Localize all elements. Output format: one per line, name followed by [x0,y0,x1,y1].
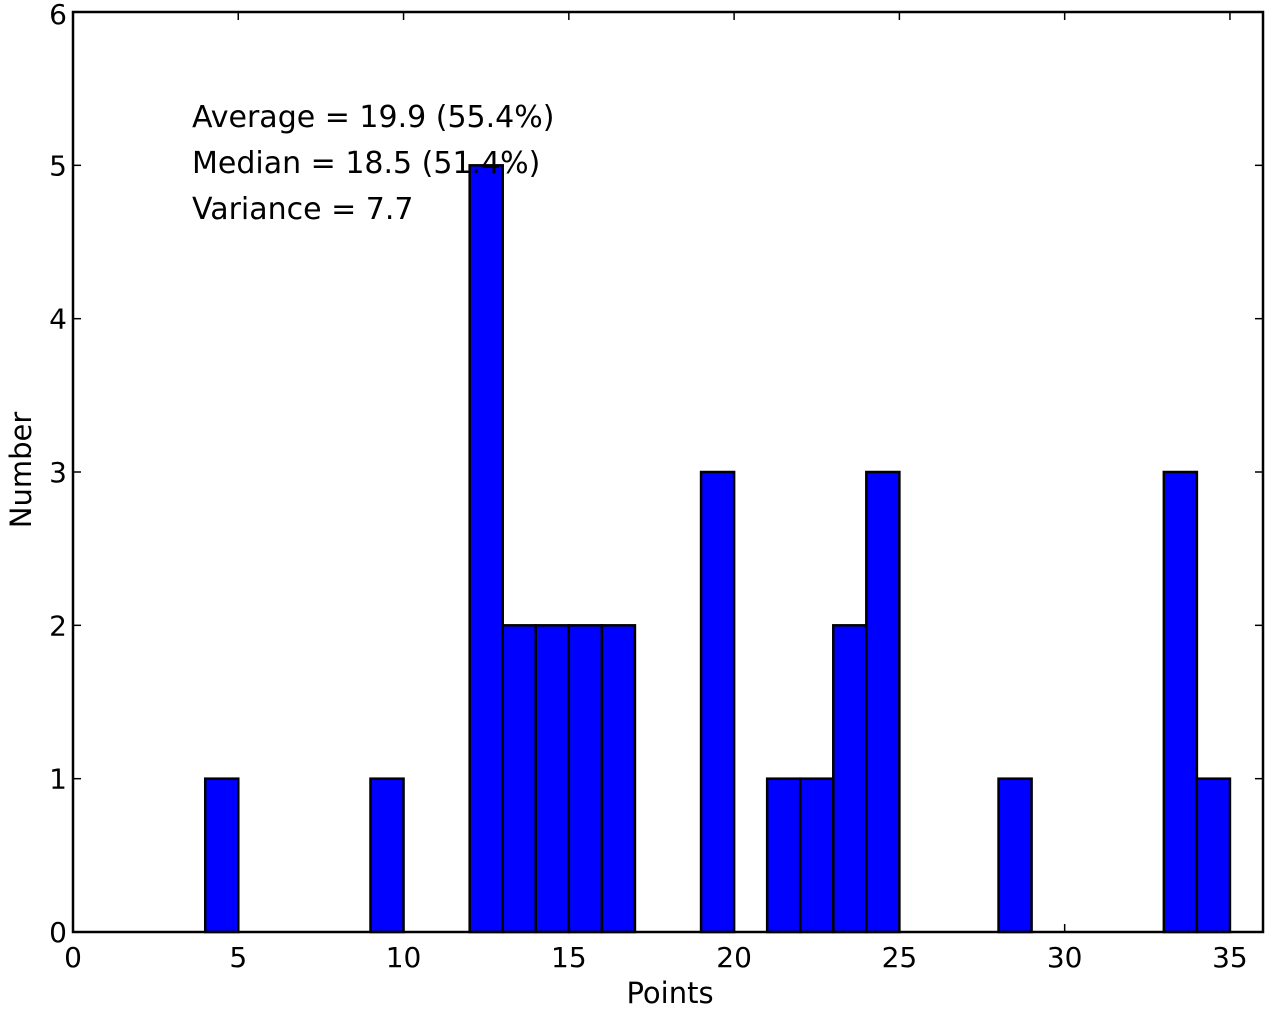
histogram-bar [765,777,802,934]
histogram-bar [567,624,604,934]
y-tick-label: 1 [49,763,67,796]
histogram-bar [997,777,1033,934]
y-tick-label: 2 [49,609,67,642]
y-tick-label: 6 [49,0,67,31]
histogram-bar [501,624,538,934]
histogram-bar [865,470,901,934]
stats-annotation: Average = 19.9 (55.4%) Median = 18.5 (51… [192,100,554,227]
histogram-bar [600,624,637,934]
histogram-bar [534,624,571,934]
x-axis-ticks: 0 5 10 15 20 25 30 35 [64,12,1248,974]
histogram-bar [1195,777,1232,934]
x-tick-label: 30 [1047,941,1083,974]
histogram-bar [832,624,868,934]
x-tick-label: 5 [229,941,247,974]
histogram-bar [369,777,405,934]
y-axis-label: Number [4,412,38,529]
x-tick-label: 15 [551,941,587,974]
bars-group [203,164,1232,934]
median-annotation: Median = 18.5 (51.4%) [192,146,540,181]
x-tick-label: 20 [716,941,752,974]
histogram-bar [203,777,240,934]
y-tick-label: 0 [49,916,67,949]
y-tick-label: 3 [49,456,67,489]
x-tick-label: 10 [386,941,422,974]
average-annotation: Average = 19.9 (55.4%) [192,100,554,135]
x-tick-label: 25 [882,941,918,974]
x-axis-label: Points [626,976,713,1010]
x-tick-label: 35 [1212,941,1248,974]
histogram-bar [1162,470,1199,934]
y-axis-ticks: 0 1 2 3 4 5 6 [49,0,1263,949]
y-tick-label: 5 [49,149,67,182]
histogram-bar [798,777,835,934]
y-tick-label: 4 [49,303,67,336]
x-tick-label: 0 [64,941,82,974]
histogram-bar [468,164,504,934]
histogram-bar [699,470,736,934]
variance-annotation: Variance = 7.7 [192,192,414,227]
